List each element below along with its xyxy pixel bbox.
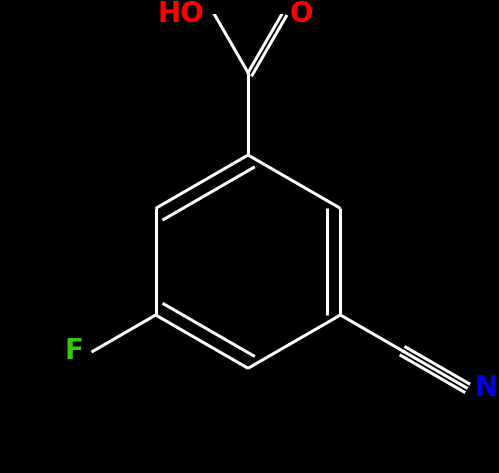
Text: HO: HO [158, 0, 205, 28]
Text: F: F [64, 337, 83, 365]
Text: O: O [290, 0, 313, 28]
Text: N: N [474, 374, 497, 402]
